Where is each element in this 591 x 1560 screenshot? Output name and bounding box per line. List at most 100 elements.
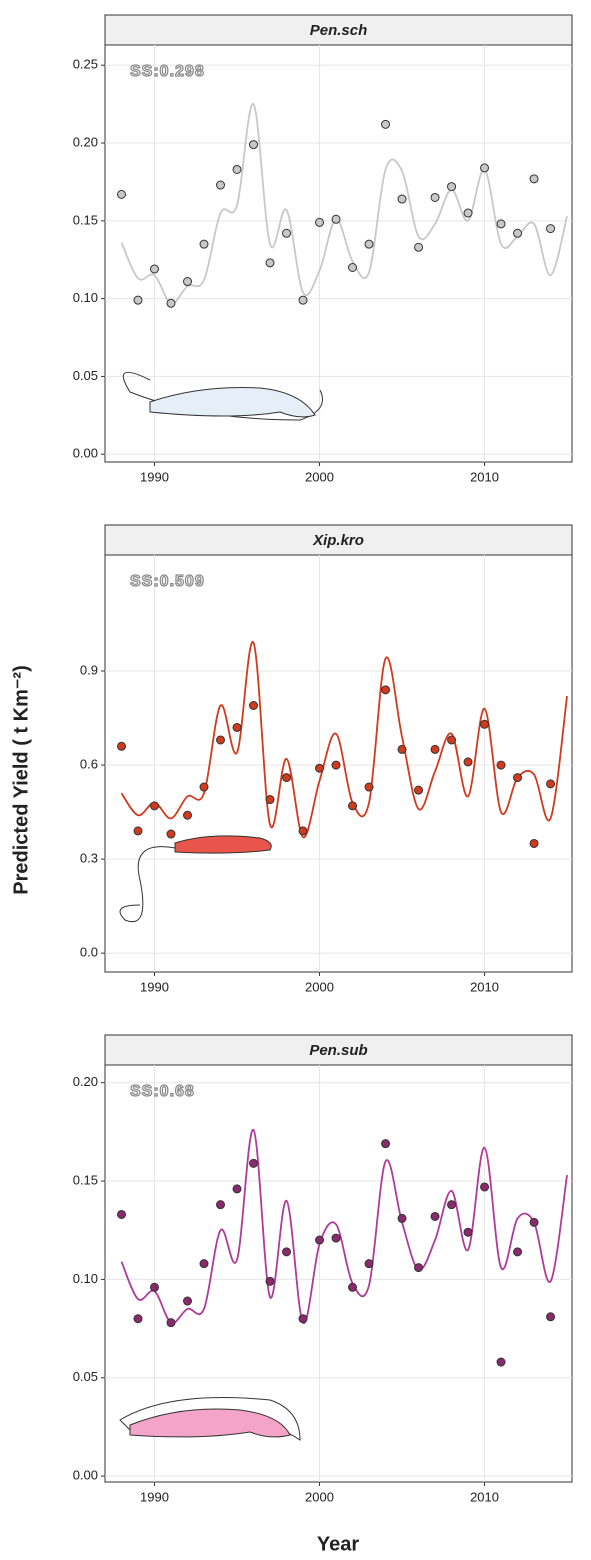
data-point [183,277,193,287]
data-point [463,757,473,767]
y-tick-label: 0.05 [73,368,98,383]
data-point [381,1139,391,1149]
x-tick-label: 1990 [140,469,169,484]
data-point [447,182,457,192]
annotation: SS:0.68 [130,1083,195,1100]
data-point [315,763,325,773]
data-point [463,208,473,218]
shrimp-body [149,387,316,418]
data-point [298,295,308,305]
data-point [529,1217,539,1227]
data-point [117,741,127,751]
data-point [348,1282,358,1292]
data-point [364,782,374,792]
y-tick-label: 0.00 [73,446,98,461]
y-tick-label: 0.3 [80,851,98,866]
panel-title: Pen.sch [310,22,368,39]
data-point [199,782,209,792]
data-point [150,1282,160,1292]
plot-area [104,44,573,463]
data-point [183,1296,193,1306]
y-axis-title: Predicted Yield ( t Km⁻²) [10,665,32,894]
x-tick-label: 2000 [305,469,334,484]
data-point [546,779,556,789]
panel: Xip.kro 0.0 0.3 0.6 0.9 1990 2000 2010 SS:0.509 [80,524,573,994]
data-point [496,219,506,229]
data-point [265,258,275,268]
data-point [381,119,391,129]
data-point [430,192,440,202]
data-point [232,164,242,174]
data-point [150,801,160,811]
data-point [249,1158,259,1168]
data-point [513,1247,523,1257]
data-point [232,722,242,732]
data-point [364,239,374,249]
data-point [298,826,308,836]
y-tick-label: 0.20 [73,134,98,149]
y-tick-label: 0.15 [73,212,98,227]
data-point [331,760,341,770]
data-point [249,140,259,150]
data-point [315,217,325,227]
shrimp-body [174,835,272,854]
annotation: SS:0.298 [130,63,205,80]
data-point [298,1314,308,1324]
x-tick-label: 1990 [140,1489,169,1504]
data-point [199,239,209,249]
data-point [447,735,457,745]
shrimp-icons [119,371,323,1441]
data-point [447,1200,457,1210]
data-point [315,1235,325,1245]
data-point [117,189,127,199]
data-point [414,785,424,795]
data-point [282,1247,292,1257]
x-tick-label: 2010 [470,1489,499,1504]
data-point [513,228,523,238]
data-point [480,719,490,729]
data-point [133,826,143,836]
data-point [133,295,143,305]
fitted-line [120,1128,568,1324]
x-tick-label: 2000 [305,1489,334,1504]
data-point [430,1211,440,1221]
data-point [529,838,539,848]
data-point [183,810,193,820]
data-point [232,1184,242,1194]
x-tick-label: 1990 [140,979,169,994]
data-point [463,1227,473,1237]
data-point [348,263,358,273]
x-tick-label: 2000 [305,979,334,994]
data-point [265,795,275,805]
data-point [529,174,539,184]
shrimp-body [129,1408,291,1438]
y-tick-label: 0.9 [80,662,98,677]
data-point [166,829,176,839]
data-point [216,735,226,745]
y-tick-label: 0.05 [73,1369,98,1384]
data-point [150,264,160,274]
data-point [381,685,391,695]
data-point [331,1233,341,1243]
data-point [282,228,292,238]
data-point [480,1182,490,1192]
data-point [216,180,226,190]
x-tick-label: 2010 [470,469,499,484]
panel-title: Xip.kro [312,532,364,549]
data-point [265,1276,275,1286]
y-tick-label: 0.20 [73,1074,98,1089]
data-point [397,1213,407,1223]
data-point [166,298,176,308]
data-point [282,773,292,783]
data-point [546,1312,556,1322]
y-tick-label: 0.6 [80,757,98,772]
x-tick-label: 2010 [470,979,499,994]
annotation: SS:0.509 [130,573,205,590]
data-point [348,801,358,811]
y-tick-label: 0.25 [73,57,98,72]
data-point [496,1357,506,1367]
data-point [397,744,407,754]
y-tick-label: 0.0 [80,945,98,960]
antenna [119,846,176,922]
